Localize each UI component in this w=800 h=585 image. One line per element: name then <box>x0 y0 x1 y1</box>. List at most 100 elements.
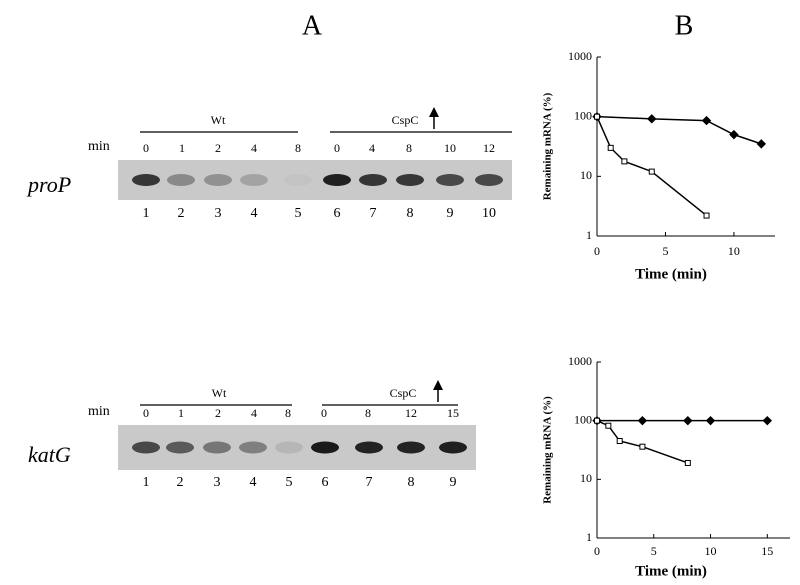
y-tick-label: 1 <box>586 530 592 544</box>
x-tick-label: 5 <box>651 544 657 558</box>
lane-number: 4 <box>250 475 257 490</box>
point <box>639 443 646 450</box>
point <box>703 212 710 219</box>
time-label: 8 <box>285 406 291 420</box>
time-label: 0 <box>143 141 149 155</box>
point <box>762 415 773 426</box>
time-label: 8 <box>295 141 301 155</box>
point <box>647 114 657 124</box>
y-axis-title: Remaining mRNA (%) <box>542 396 554 504</box>
y-tick-label: 100 <box>574 108 592 122</box>
point <box>637 415 648 426</box>
lane-number: 3 <box>215 206 222 221</box>
y-tick-label: 10 <box>580 471 592 485</box>
time-label: 15 <box>447 406 459 420</box>
band <box>311 441 339 454</box>
time-label: 4 <box>369 141 375 155</box>
band <box>439 441 467 454</box>
band <box>436 174 464 186</box>
gene-label: proP <box>26 172 71 197</box>
time-label: 8 <box>406 141 412 155</box>
group-label: CspC <box>390 386 417 400</box>
lane-number: 7 <box>370 206 377 221</box>
y-tick-label: 100 <box>574 412 592 426</box>
min-label: min <box>88 139 110 154</box>
lane-number: 8 <box>407 206 414 221</box>
band <box>475 174 503 186</box>
y-tick-label: 10 <box>580 168 592 182</box>
gene-label: katG <box>28 442 71 467</box>
point <box>616 438 623 445</box>
band <box>359 174 387 186</box>
band <box>132 174 160 186</box>
lane-number: 9 <box>447 206 454 221</box>
point <box>705 415 716 426</box>
y-tick-label: 1000 <box>568 354 592 368</box>
panel-label: A <box>302 10 323 41</box>
lane-number: 1 <box>143 475 150 490</box>
band <box>284 174 312 186</box>
lane-number: 7 <box>366 475 373 490</box>
time-label: 4 <box>251 141 257 155</box>
band <box>275 441 303 454</box>
series-line <box>596 116 708 217</box>
panel-label: B <box>675 10 694 41</box>
lane-number: 8 <box>408 475 415 490</box>
lane-number: 2 <box>178 206 185 221</box>
x-tick-label: 10 <box>705 544 717 558</box>
x-tick-label: 15 <box>761 544 773 558</box>
point <box>683 415 693 426</box>
lane-number: 3 <box>214 475 221 490</box>
time-label: 8 <box>365 406 371 420</box>
y-tick-label: 1000 <box>568 49 592 63</box>
x-tick-label: 5 <box>662 244 668 258</box>
x-tick-label: 0 <box>594 544 600 558</box>
point <box>648 168 655 175</box>
band <box>323 174 351 186</box>
point <box>605 422 612 429</box>
band <box>203 441 231 454</box>
lane-number: 9 <box>450 475 457 490</box>
point <box>607 144 614 151</box>
time-label: 12 <box>405 406 417 420</box>
group-label: Wt <box>211 113 226 127</box>
time-label: 10 <box>444 141 456 155</box>
x-axis-title: Time (min) <box>635 563 707 579</box>
y-tick-label: 1 <box>586 228 592 242</box>
lane-number: 5 <box>295 206 302 221</box>
point <box>701 115 712 126</box>
time-label: 2 <box>215 141 221 155</box>
time-label: 0 <box>321 406 327 420</box>
point <box>684 459 691 466</box>
time-label: 4 <box>251 406 257 420</box>
point <box>729 129 739 140</box>
group-label: Wt <box>212 386 227 400</box>
band <box>167 174 195 186</box>
point <box>621 158 628 165</box>
time-label: 0 <box>334 141 340 155</box>
lane-number: 4 <box>251 206 258 221</box>
time-label: 12 <box>483 141 495 155</box>
x-axis-title: Time (min) <box>635 266 707 282</box>
series-line <box>596 115 762 145</box>
lane-number: 6 <box>334 206 341 221</box>
up-arrow-head <box>429 107 439 117</box>
band <box>397 441 425 454</box>
time-label: 1 <box>179 141 185 155</box>
point <box>594 417 600 424</box>
band <box>132 441 160 454</box>
group-label: CspC <box>392 113 419 127</box>
x-tick-label: 10 <box>728 244 740 258</box>
time-label: 1 <box>178 406 184 420</box>
min-label: min <box>88 404 110 419</box>
lane-number: 1 <box>143 206 150 221</box>
point <box>594 113 600 120</box>
band <box>239 441 267 454</box>
x-tick-label: 0 <box>594 244 600 258</box>
point <box>756 139 767 149</box>
band <box>166 441 194 454</box>
lane-number: 2 <box>177 475 184 490</box>
band <box>355 441 383 454</box>
lane-number: 5 <box>286 475 293 490</box>
